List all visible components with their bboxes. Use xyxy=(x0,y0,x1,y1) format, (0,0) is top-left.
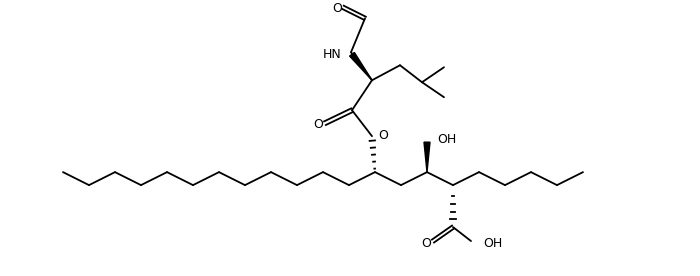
Polygon shape xyxy=(349,52,372,80)
Text: HN: HN xyxy=(322,48,341,61)
Text: O: O xyxy=(313,118,323,131)
Text: O: O xyxy=(378,129,388,142)
Text: O: O xyxy=(421,237,431,250)
Polygon shape xyxy=(424,142,430,172)
Text: O: O xyxy=(332,2,342,15)
Text: OH: OH xyxy=(437,133,456,146)
Text: OH: OH xyxy=(483,237,503,250)
